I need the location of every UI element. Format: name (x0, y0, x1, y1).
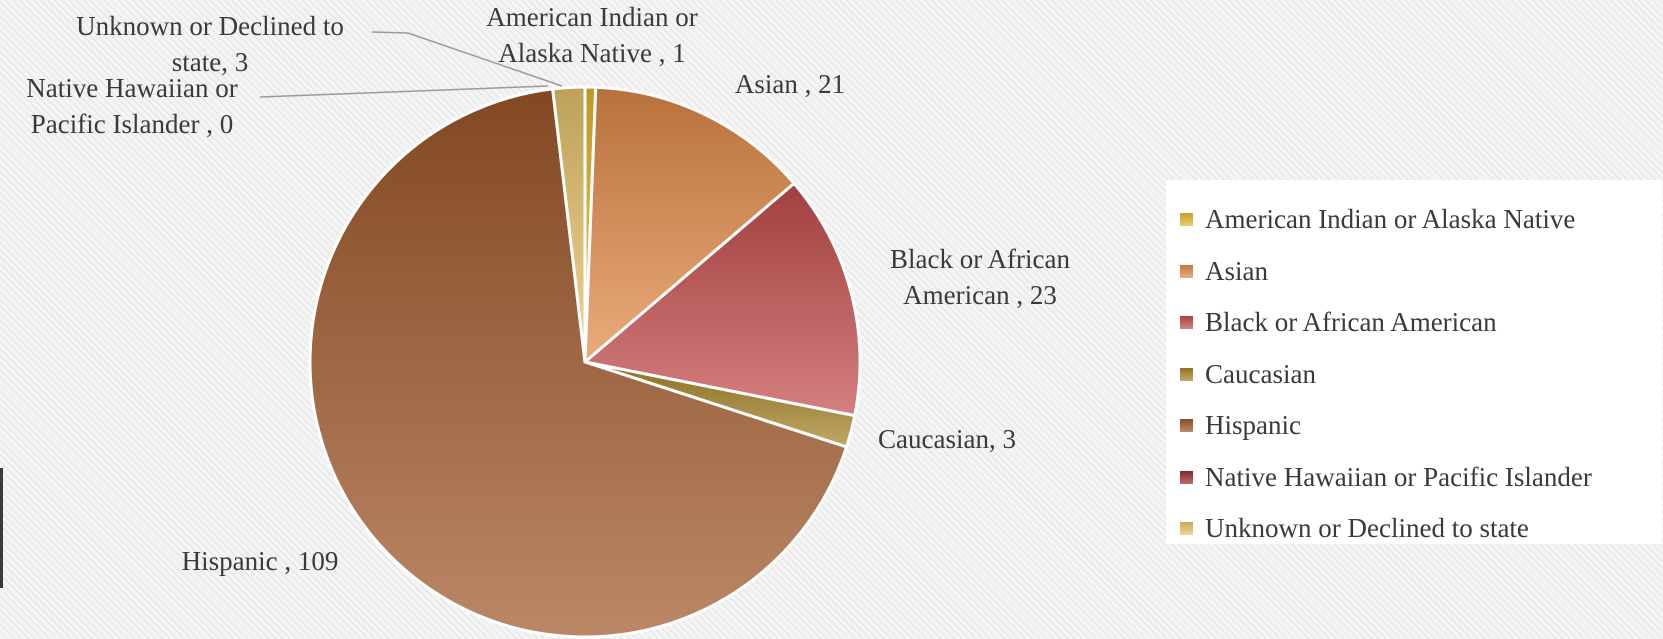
slice-asian (583, 85, 796, 364)
legend-item-black-or-african-american: Black or African American (1180, 297, 1662, 349)
legend-item-asian: Asian (1180, 246, 1662, 298)
legend-swatch (1180, 316, 1193, 330)
left-edge-marker (0, 468, 3, 588)
legend-label: Unknown or Declined to state (1205, 513, 1529, 544)
slice-hispanic (308, 87, 849, 639)
legend-item-native-hawaiian-or-pacific-islander: Native Hawaiian or Pacific Islander (1180, 452, 1662, 504)
legend-swatch (1180, 522, 1193, 536)
legend-label: American Indian or Alaska Native (1205, 204, 1576, 235)
legend-swatch (1180, 213, 1193, 227)
legend-swatch (1180, 419, 1193, 433)
legend-swatch (1180, 470, 1193, 484)
data-label-caucasian: Caucasian, 3 (878, 424, 1016, 454)
legend-label: Black or African American (1205, 307, 1497, 338)
leader-line-native-hawaiian-or-pacific-islander (259, 85, 549, 98)
legend-label: Hispanic (1205, 410, 1301, 441)
data-label-native-hawaiian-or-pacific-islander: Native Hawaiian or Pacific Islander , 0 (26, 73, 237, 139)
leader-lines (259, 31, 563, 98)
chart-legend: American Indian or Alaska Native Asian Bla… (1166, 180, 1662, 544)
legend-item-american-indian-or-alaska-native: American Indian or Alaska Native (1180, 194, 1662, 246)
legend-swatch (1180, 367, 1193, 381)
slice-black-or-african-american (583, 181, 862, 418)
pie-slices (308, 85, 862, 639)
legend-item-unknown-or-declined-to-state: Unknown or Declined to state (1180, 503, 1662, 555)
data-label-unknown-or-declined-to-state: Unknown or Declined to state, 3 (76, 11, 344, 77)
leader-line-american-indian-or-alaska-native (371, 31, 563, 87)
data-label-black-or-african-american: Black or African American , 23 (890, 244, 1070, 310)
data-labels: American Indian or Alaska Native , 1 Asian… (26, 2, 1070, 576)
legend-label: Asian (1205, 255, 1268, 286)
data-label-asian: Asian , 21 (735, 69, 845, 99)
data-label-american-indian-or-alaska-native: American Indian or Alaska Native , 1 (486, 2, 697, 68)
data-label-hispanic: Hispanic , 109 (182, 546, 339, 576)
legend-item-hispanic: Hispanic (1180, 400, 1662, 452)
slice-unknown-or-declined-to-state (551, 85, 587, 364)
legend-item-caucasian: Caucasian (1180, 349, 1662, 401)
legend-label: Native Hawaiian or Pacific Islander (1205, 461, 1592, 492)
legend-label: Caucasian (1205, 358, 1316, 389)
legend-swatch (1180, 264, 1193, 278)
